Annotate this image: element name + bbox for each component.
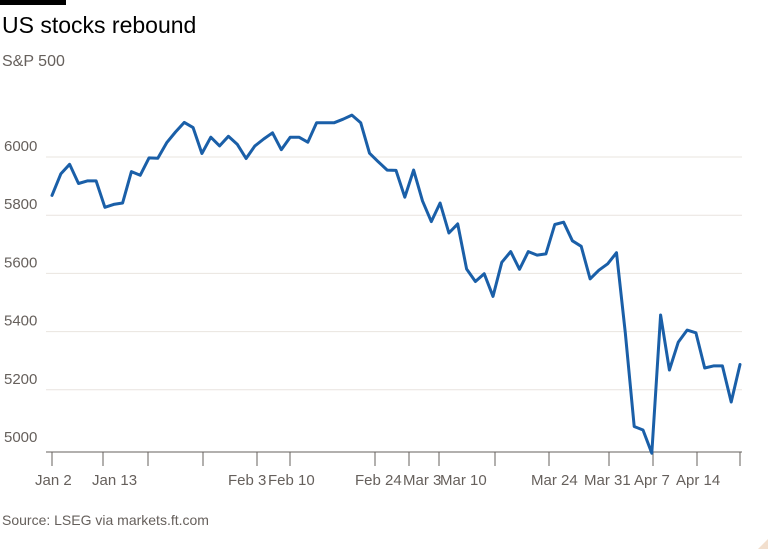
chart-title: US stocks rebound <box>2 12 197 38</box>
x-tick-label: Mar 31 <box>584 472 631 489</box>
x-tick-label: Jan 2 <box>35 472 72 489</box>
y-tick-label: 5600 <box>4 254 37 271</box>
ft-top-bar <box>0 0 66 5</box>
x-tick-label: Feb 10 <box>268 472 315 489</box>
x-tick-label: Feb 3 <box>228 472 266 489</box>
chart-subtitle: S&P 500 <box>2 53 65 70</box>
y-tick-label: 5400 <box>4 313 37 330</box>
x-tick-label: Mar 10 <box>440 472 487 489</box>
y-tick-label: 5200 <box>4 371 37 388</box>
x-tick-label: Mar 24 <box>531 472 578 489</box>
x-tick-label: Jan 13 <box>92 472 137 489</box>
y-tick-label: 5000 <box>4 429 37 446</box>
y-axis-labels: 5000 5200 5400 5600 5800 6000 <box>4 138 37 446</box>
x-tick-label: Apr 14 <box>676 472 720 489</box>
x-tick-label: Feb 24 <box>355 472 402 489</box>
y-tick-label: 5800 <box>4 196 37 213</box>
source-note: Source: LSEG via markets.ft.com <box>2 512 209 528</box>
x-axis-ticks <box>51 452 741 466</box>
x-tick-label: Apr 7 <box>634 472 670 489</box>
gridlines <box>46 156 742 391</box>
y-tick-label: 6000 <box>4 138 37 155</box>
series-line-sp500 <box>50 113 742 455</box>
corner-fold <box>758 539 768 549</box>
x-tick-label: Mar 3 <box>403 472 441 489</box>
